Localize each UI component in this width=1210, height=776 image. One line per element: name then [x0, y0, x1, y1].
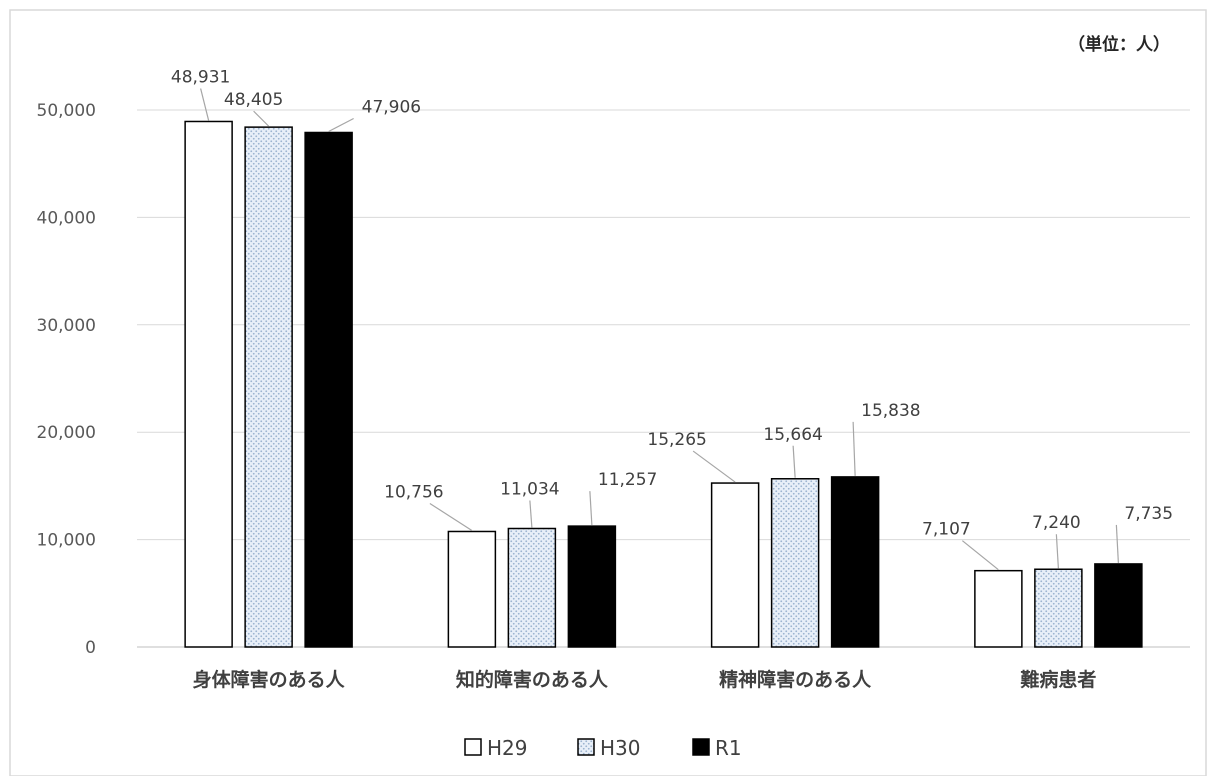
y-tick-label: 50,000 — [37, 101, 96, 121]
leader-line — [852, 421, 856, 476]
data-label: 15,838 — [861, 401, 920, 421]
legend-label-r1: R1 — [715, 736, 742, 760]
data-label: 11,034 — [500, 479, 559, 499]
bar-r1 — [567, 525, 617, 648]
x-category-label: 身体障害のある人 — [193, 668, 346, 691]
bar-h29 — [710, 482, 760, 648]
x-category-label: 精神障害のある人 — [719, 668, 872, 691]
data-label: 48,405 — [224, 90, 283, 110]
y-tick-label: 20,000 — [37, 423, 96, 443]
y-tick-label: 10,000 — [37, 531, 96, 551]
data-label: 48,931 — [171, 67, 230, 87]
unit-label: （単位：人） — [1068, 34, 1170, 55]
leader-line — [1055, 534, 1059, 569]
y-tick-label: 30,000 — [37, 316, 96, 336]
bar-r1 — [304, 131, 353, 648]
data-label: 10,756 — [384, 482, 443, 502]
x-category-label: 知的障害のある人 — [456, 668, 609, 691]
leader-line — [792, 445, 796, 478]
leader-line — [1115, 524, 1119, 563]
y-tick-label: 40,000 — [37, 208, 96, 228]
leader-line — [253, 110, 270, 127]
leader-line — [589, 491, 593, 526]
leader-line — [692, 450, 736, 483]
leader-lines — [200, 88, 1119, 571]
data-label: 7,240 — [1032, 513, 1081, 533]
bar-h30 — [770, 478, 820, 648]
bars — [184, 120, 1143, 648]
legend-swatch-r1 — [692, 738, 710, 756]
legend-swatch-h30 — [577, 738, 595, 756]
y-axis-ticks: 0 10,000 20,000 30,000 40,000 50,000 — [37, 101, 96, 658]
data-label: 47,906 — [362, 97, 421, 117]
bar-r1 — [830, 476, 880, 648]
bar-h30 — [1034, 568, 1083, 648]
leader-line — [529, 500, 533, 528]
x-axis-categories: 身体障害のある人 知的障害のある人 精神障害のある人 難病患者 — [193, 668, 1097, 691]
leader-line — [961, 540, 999, 571]
bar-h30 — [244, 126, 293, 648]
data-labels: 48,931 48,405 47,906 10,756 11,034 11,257 15,2… — [171, 67, 1173, 539]
legend: H29 H30 R1 — [464, 736, 742, 760]
bar-h29 — [447, 530, 497, 648]
leader-line — [328, 117, 354, 133]
bar-h29 — [974, 569, 1023, 648]
bar-h29 — [184, 120, 233, 648]
legend-swatch-h29 — [464, 738, 482, 756]
leader-line — [429, 502, 473, 531]
legend-label-h29: H29 — [487, 736, 528, 760]
leader-line — [200, 88, 210, 121]
y-tick-label: 0 — [85, 638, 96, 658]
legend-label-h30: H30 — [600, 736, 641, 760]
data-label: 15,265 — [647, 430, 706, 450]
x-category-label: 難病患者 — [1020, 668, 1096, 691]
data-label: 11,257 — [598, 470, 657, 490]
bar-r1 — [1094, 563, 1143, 648]
data-label: 15,664 — [763, 425, 822, 445]
data-label: 7,735 — [1124, 504, 1173, 524]
data-label: 7,107 — [922, 520, 971, 540]
bar-h30 — [507, 527, 557, 648]
